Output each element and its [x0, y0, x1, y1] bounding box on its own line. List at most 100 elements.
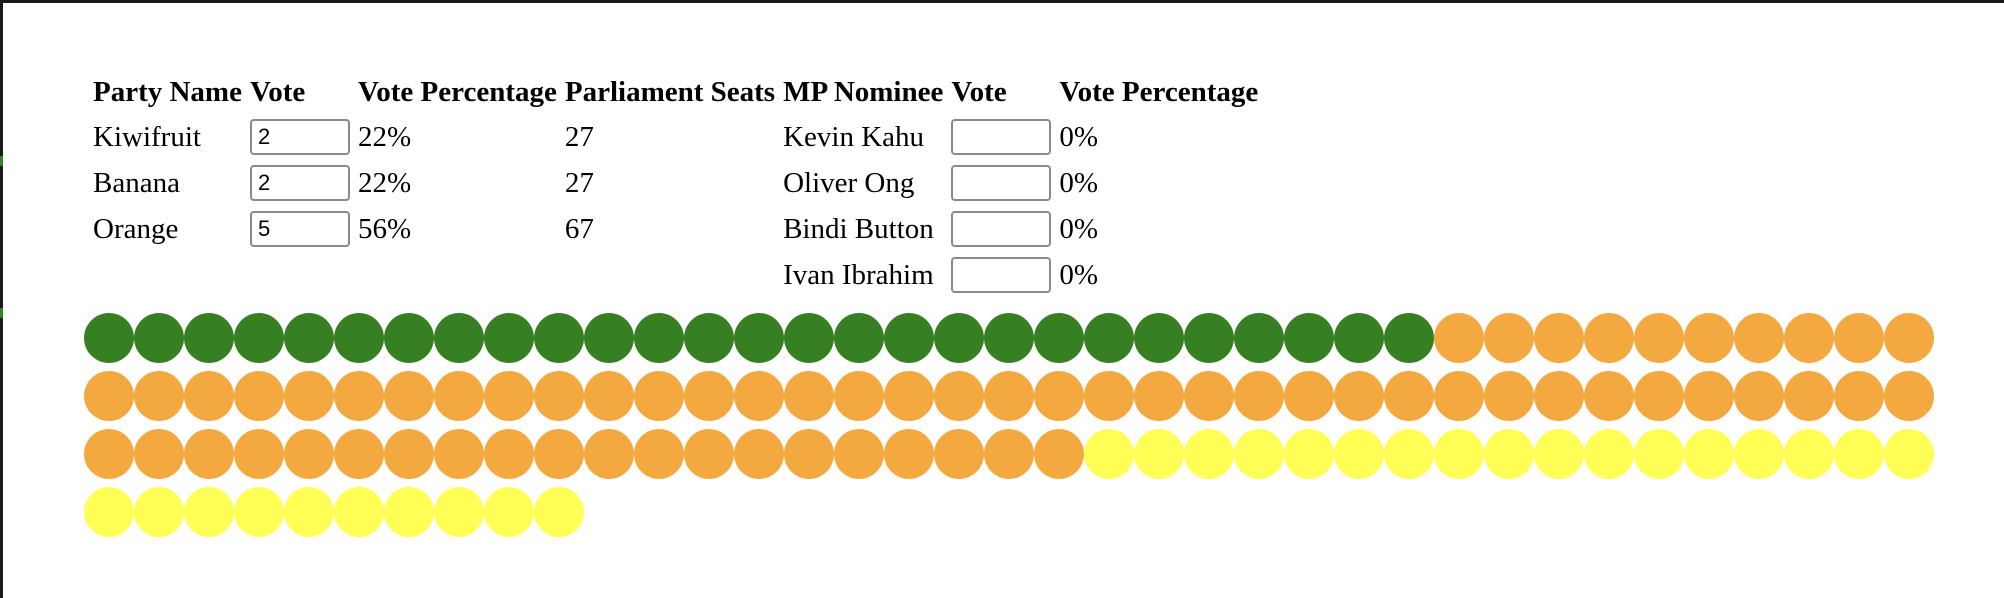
party-seats: 67 — [564, 212, 594, 245]
seat-kiwifruit — [1384, 313, 1434, 363]
party-vote-cell — [248, 162, 352, 204]
seat-kiwifruit — [234, 313, 284, 363]
seat-orange — [534, 371, 584, 421]
seat-orange — [434, 371, 484, 421]
seat-banana — [434, 487, 484, 537]
party-name: Banana — [93, 166, 180, 199]
seat-orange — [1634, 371, 1684, 421]
seat-orange — [984, 371, 1034, 421]
seat-orange — [1334, 371, 1384, 421]
nominee-vote-cell — [949, 254, 1053, 296]
table-row: Ivan Ibrahim 0% — [91, 254, 1260, 296]
seat-orange — [1484, 371, 1534, 421]
party-vote-cell — [248, 208, 352, 250]
seat-orange — [334, 429, 384, 479]
seat-kiwifruit — [134, 313, 184, 363]
seat-kiwifruit — [734, 313, 784, 363]
nominee-name: Kevin Kahu — [783, 120, 925, 153]
seat-orange — [1834, 371, 1884, 421]
party-vote-input[interactable] — [249, 165, 350, 201]
nominee-vote-percentage: 0% — [1059, 166, 1099, 199]
seat-banana — [1734, 429, 1784, 479]
seat-orange — [1784, 313, 1834, 363]
seat-banana — [1084, 429, 1134, 479]
seat-orange — [234, 371, 284, 421]
seat-banana — [1384, 429, 1434, 479]
seat-banana — [1784, 429, 1834, 479]
seat-kiwifruit — [84, 313, 134, 363]
seat-orange — [984, 429, 1034, 479]
seat-orange — [634, 429, 684, 479]
window-left-border — [0, 0, 3, 598]
seat-kiwifruit — [1184, 313, 1234, 363]
empty-cell — [248, 254, 352, 296]
seat-kiwifruit — [634, 313, 684, 363]
seat-kiwifruit — [834, 313, 884, 363]
seat-orange — [684, 371, 734, 421]
seat-kiwifruit — [884, 313, 934, 363]
seat-kiwifruit — [784, 313, 834, 363]
seat-banana — [1334, 429, 1384, 479]
seat-orange — [734, 371, 784, 421]
seat-banana — [1834, 429, 1884, 479]
seat-orange — [884, 371, 934, 421]
seat-orange — [534, 429, 584, 479]
seat-kiwifruit — [1334, 313, 1384, 363]
seat-kiwifruit — [1034, 313, 1084, 363]
seat-orange — [484, 371, 534, 421]
seat-orange — [384, 371, 434, 421]
table-row: Kiwifruit 22% 27 Kevin Kahu 0% — [91, 116, 1260, 158]
seat-kiwifruit — [534, 313, 584, 363]
nominee-vote-input[interactable] — [951, 165, 1052, 201]
seat-kiwifruit — [684, 313, 734, 363]
seat-kiwifruit — [384, 313, 434, 363]
nominee-vote-input[interactable] — [951, 211, 1052, 247]
empty-cell — [91, 254, 244, 296]
seat-orange — [234, 429, 284, 479]
seat-orange — [184, 429, 234, 479]
nominee-name: Ivan Ibrahim — [783, 258, 934, 291]
seat-banana — [484, 487, 534, 537]
nominee-vote-percentage-header: Vote Percentage — [1059, 75, 1259, 108]
seat-orange — [834, 371, 884, 421]
seat-kiwifruit — [584, 313, 634, 363]
seat-kiwifruit — [284, 313, 334, 363]
party-vote-input[interactable] — [249, 119, 350, 155]
window-edge-mark — [0, 308, 3, 318]
seat-orange — [1434, 313, 1484, 363]
seat-orange — [334, 371, 384, 421]
seat-kiwifruit — [1234, 313, 1284, 363]
seat-orange — [584, 429, 634, 479]
party-vote-header: Vote — [249, 75, 306, 108]
seat-orange — [1134, 371, 1184, 421]
seat-orange — [84, 371, 134, 421]
seat-banana — [1684, 429, 1734, 479]
seat-orange — [1734, 371, 1784, 421]
seat-orange — [1884, 313, 1934, 363]
seat-banana — [1884, 429, 1934, 479]
seat-banana — [1434, 429, 1484, 479]
seat-orange — [584, 371, 634, 421]
seat-orange — [134, 429, 184, 479]
nominee-vote-input[interactable] — [951, 119, 1052, 155]
seat-banana — [334, 487, 384, 537]
seat-orange — [1484, 313, 1534, 363]
nominee-vote-percentage: 0% — [1059, 258, 1099, 291]
seat-banana — [1634, 429, 1684, 479]
seat-orange — [784, 371, 834, 421]
seat-kiwifruit — [1084, 313, 1134, 363]
nominee-name: Oliver Ong — [783, 166, 915, 199]
seat-orange — [934, 429, 984, 479]
seat-orange — [834, 429, 884, 479]
seat-orange — [1684, 371, 1734, 421]
seat-orange — [1234, 371, 1284, 421]
nominee-vote-input[interactable] — [951, 257, 1052, 293]
seat-banana — [1534, 429, 1584, 479]
seat-orange — [934, 371, 984, 421]
seat-orange — [684, 429, 734, 479]
table-row: Banana 22% 27 Oliver Ong 0% — [91, 162, 1260, 204]
seat-orange — [84, 429, 134, 479]
seat-orange — [734, 429, 784, 479]
party-vote-input[interactable] — [249, 211, 350, 247]
party-vote-percentage-header: Vote Percentage — [357, 75, 557, 108]
